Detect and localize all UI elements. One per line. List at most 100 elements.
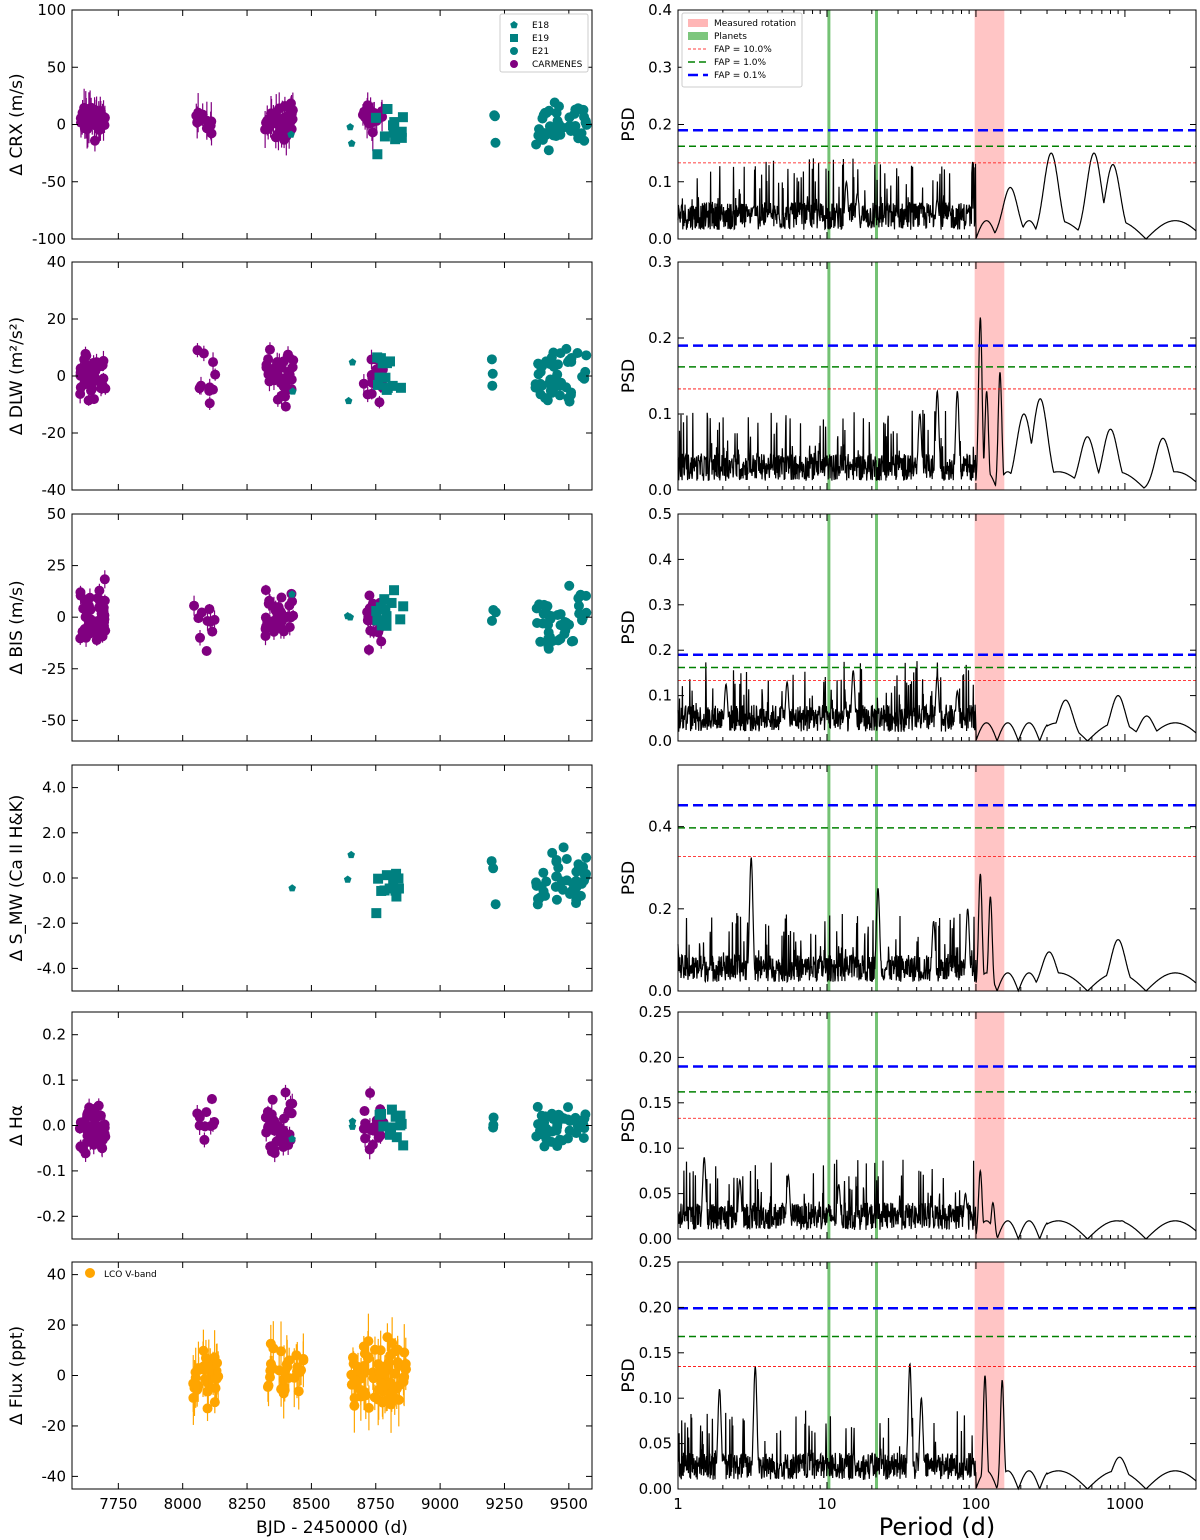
e21-point [574,608,585,619]
e21-point [538,886,549,897]
carmenes-point [194,383,205,394]
e21-point [559,628,570,639]
e19-point [398,601,409,612]
e21-point [489,110,500,121]
e21-point [564,580,575,591]
carmenes-point [193,613,204,624]
x-tick-label: 9000 [421,1495,459,1513]
carmenes-point [267,363,278,374]
y-tick-label: -0.2 [37,1207,66,1225]
lco-point [291,1350,302,1361]
legend-periodogram: Measured rotation Planets FAP = 10.0% FAP =… [681,12,803,88]
y-tick-label: 0.0 [648,481,672,499]
e19-point [373,873,384,884]
e19-point [395,1120,406,1131]
timeseries-panel-5: 40 20 0 -20 -40 7750 8000 8250 8500 8750 9000 9250 9… [7,1262,592,1538]
carmenes-point [277,115,288,126]
carmenes-point [192,345,203,356]
e21-point [567,878,578,889]
carmenes-point [366,388,377,399]
lco-point [263,1380,274,1391]
e21-point [579,1113,590,1124]
timeseries-frame-0 [71,9,593,240]
lco-point [369,1344,380,1355]
e18-point [343,875,352,883]
carmenes-point [271,107,282,118]
e21-point [490,899,501,910]
y-tick-label: 0.15 [639,1094,672,1112]
x-tick-label: 10 [817,1495,836,1513]
periodogram-frame-3 [677,764,1197,992]
e21-point [531,603,542,614]
carmenes-point [209,1117,220,1128]
x-tick-label: 7750 [99,1495,137,1513]
carmenes-point [199,1134,210,1145]
y-tick-label: -100 [32,230,66,248]
periodogram-curve [677,317,1197,489]
lco-point [280,1365,291,1376]
e19-point [371,908,382,919]
carmenes-point [357,109,368,120]
e21-point [486,615,497,626]
psd-axis-label: PSD [619,1108,639,1142]
carmenes-point [83,375,94,386]
e21-point [565,390,576,401]
carmenes-point [360,1133,371,1144]
e21-point [561,343,572,354]
e19-point [391,1132,402,1143]
y-axis-label: Δ Flux (ppt) [7,1326,27,1425]
carmenes-point [362,100,373,111]
legend-box [681,12,803,88]
y-tick-label: 0.20 [639,1298,672,1316]
y-tick-label: 0.4 [648,1,672,19]
y-tick-label: 0.00 [639,1230,672,1248]
carmenes-point [76,363,87,374]
y-tick-label: 0.2 [648,641,672,659]
e21-point [572,348,583,359]
carmenes-point [98,373,109,384]
timeseries-panel-0: 100 50 0 -50 -100 Δ CRX (m/s) E18 E19 E21 CARMENE… [7,1,592,248]
carmenes-point [269,1125,280,1136]
e21-point [562,1133,573,1144]
carmenes-point [273,601,284,612]
e19-point [375,353,386,364]
y-tick-label: 0.0 [648,982,672,1000]
legend-label: CARMENES [532,60,583,70]
e21-point [540,1111,551,1122]
e21-point [490,137,501,148]
e21-point [581,350,592,361]
psd-axis-label: PSD [619,1358,639,1392]
y-tick-label: 0.25 [639,1003,672,1021]
y-tick-label: 0.05 [639,1185,672,1203]
y-tick-label: 0.3 [648,58,672,76]
e21-point [486,354,497,365]
carmenes-point [266,1109,277,1120]
y-tick-label: 0.4 [648,550,672,568]
e19-point [375,1108,386,1119]
e21-point [530,379,541,390]
e21-point [554,119,565,130]
lco-point [399,1347,410,1358]
carmenes-point [75,382,86,393]
psd-axis-label: PSD [619,107,639,141]
carmenes-point [260,585,271,596]
periodogram-frame-4 [677,1011,1197,1240]
e19-point [397,112,408,123]
timeseries-frame-2 [71,513,593,742]
y-tick-label: -0.1 [37,1162,66,1180]
carmenes-point [207,626,218,637]
x-tick-label: 100 [962,1495,991,1513]
carmenes-point [85,105,96,116]
psd-axis-label: PSD [619,610,639,644]
legend-swatch [688,19,708,27]
legend-label: Planets [714,32,747,42]
y-tick-label: 0.2 [648,329,672,347]
y-tick-label: 0.1 [648,173,672,191]
e21-point [544,359,555,370]
periodogram-frame-1 [677,261,1197,491]
e21-point [550,881,561,892]
e21-point [561,853,572,864]
e21-point [544,121,555,132]
lco-point [209,1397,220,1408]
